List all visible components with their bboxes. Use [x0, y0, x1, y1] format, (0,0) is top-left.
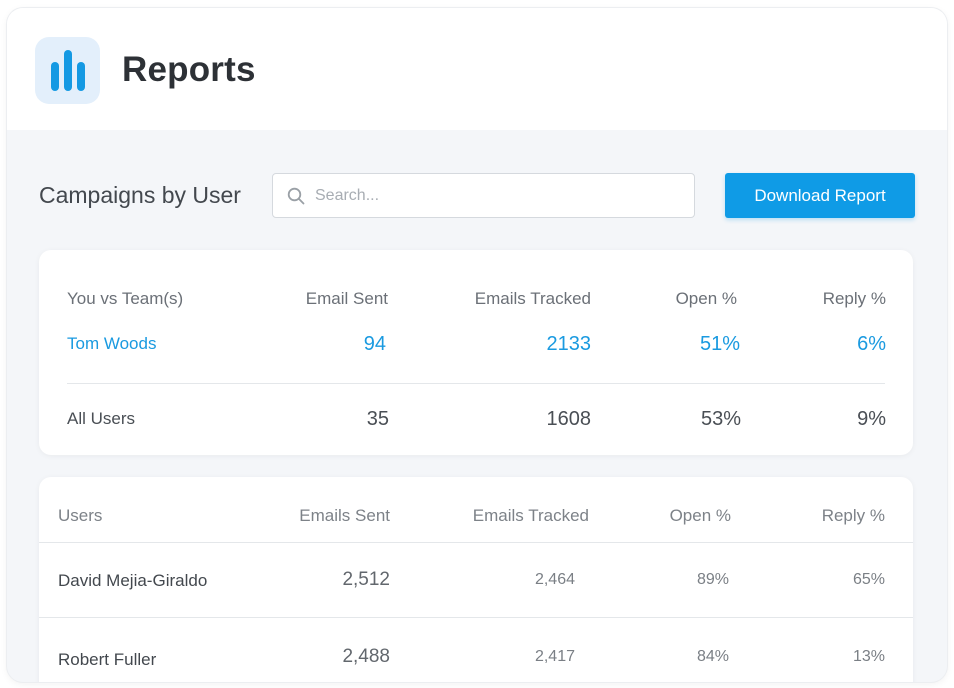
search-icon — [287, 187, 305, 205]
page-header: Reports — [7, 8, 947, 130]
row-divider — [67, 383, 885, 384]
all-users-reply-pct: 9% — [857, 408, 886, 430]
user-emails-tracked: 2133 — [546, 333, 592, 355]
all-users-label: All Users — [67, 409, 136, 428]
col-header-reply-pct: Reply % — [822, 289, 886, 308]
reports-window: Reports Campaigns by User Download Repor… — [7, 8, 947, 682]
col-header-open-pct: Open % — [669, 506, 731, 525]
page-title: Reports — [122, 50, 256, 89]
user-open-pct: 84% — [696, 648, 729, 665]
users-table: Users Emails Sent Emails Tracked Open % … — [39, 477, 913, 682]
user-emails-sent: 94 — [363, 333, 386, 355]
user-name: Robert Fuller — [58, 650, 157, 669]
col-header-reply-pct: Reply % — [821, 506, 885, 525]
search-box[interactable] — [272, 173, 695, 218]
col-header-emails-tracked: Emails Tracked — [472, 506, 589, 525]
user-emails-sent: 2,512 — [342, 569, 390, 590]
all-users-emails-tracked: 1608 — [546, 408, 592, 430]
comparison-card: You vs Team(s) Email Sent Emails Tracked… — [39, 250, 913, 455]
col-header-email-sent: Email Sent — [305, 289, 388, 308]
user-reply-pct: 65% — [852, 571, 885, 588]
search-input[interactable] — [315, 182, 675, 209]
user-reply-pct: 13% — [852, 648, 885, 665]
row-divider — [39, 617, 913, 618]
col-header-emails-tracked: Emails Tracked — [474, 289, 591, 308]
user-emails-sent: 2,488 — [342, 646, 390, 667]
user-link-tom-woods[interactable]: Tom Woods — [67, 334, 157, 353]
col-header-emails-sent: Emails Sent — [299, 506, 390, 525]
user-open-pct: 51% — [699, 333, 740, 355]
user-reply-pct: 6% — [857, 333, 886, 355]
col-header-open-pct: Open % — [675, 289, 737, 308]
user-open-pct: 89% — [696, 571, 729, 588]
bar-chart-icon — [35, 37, 100, 104]
download-report-button[interactable]: Download Report — [725, 173, 915, 218]
user-emails-tracked: 2,464 — [534, 571, 575, 588]
all-users-open-pct: 53% — [700, 408, 741, 430]
all-users-emails-sent: 35 — [366, 408, 389, 430]
user-name: David Mejia-Giraldo — [58, 571, 208, 590]
section-title: Campaigns by User — [39, 182, 241, 208]
header-divider — [39, 542, 913, 543]
col-header-you-vs-team: You vs Team(s) — [67, 289, 184, 308]
col-header-users: Users — [58, 506, 103, 525]
user-emails-tracked: 2,417 — [534, 648, 575, 665]
